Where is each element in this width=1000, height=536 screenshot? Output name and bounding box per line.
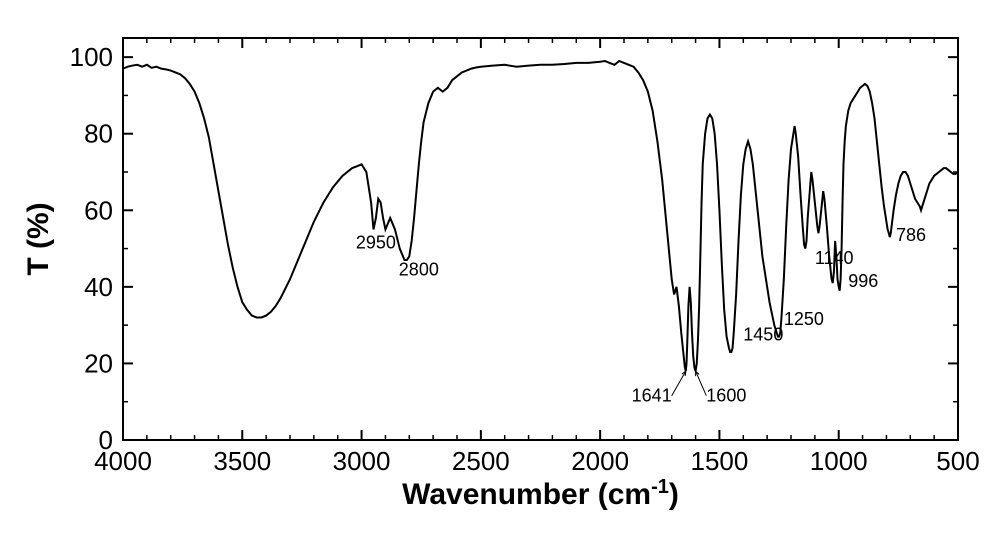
y-tick-label: 60 [84, 195, 113, 225]
x-tick-label: 500 [936, 446, 979, 476]
peak-arrow [672, 371, 686, 396]
peak-label: 786 [896, 225, 926, 245]
peak-arrow [696, 371, 707, 396]
peak-label: 996 [848, 271, 878, 291]
y-tick-label: 80 [84, 119, 113, 149]
peak-label: 1140 [815, 248, 854, 268]
y-axis-label: T (%) [22, 202, 55, 275]
spectrum-trace [123, 61, 958, 371]
x-tick-label: 2500 [452, 446, 510, 476]
ftir-spectrum-chart: 4000350030002500200015001000500020406080… [20, 20, 980, 516]
x-tick-label: 3000 [333, 446, 391, 476]
y-tick-label: 40 [84, 272, 113, 302]
peak-label: 1250 [784, 309, 824, 329]
y-tick-label: 20 [84, 348, 113, 378]
y-tick-label: 100 [70, 42, 113, 72]
x-tick-label: 1500 [691, 446, 749, 476]
peak-label: 1450 [743, 324, 783, 344]
chart-svg: 4000350030002500200015001000500020406080… [20, 20, 980, 516]
x-axis-label: Wavenumber (cm-1) [402, 476, 679, 511]
peak-label: 1641 [632, 386, 672, 406]
y-tick-label: 0 [99, 425, 113, 455]
peak-label: 2950 [356, 233, 396, 253]
peak-label: 2800 [399, 259, 439, 279]
x-tick-label: 1000 [810, 446, 868, 476]
x-tick-label: 3500 [213, 446, 271, 476]
peak-label: 1600 [706, 386, 746, 406]
x-tick-label: 2000 [571, 446, 629, 476]
